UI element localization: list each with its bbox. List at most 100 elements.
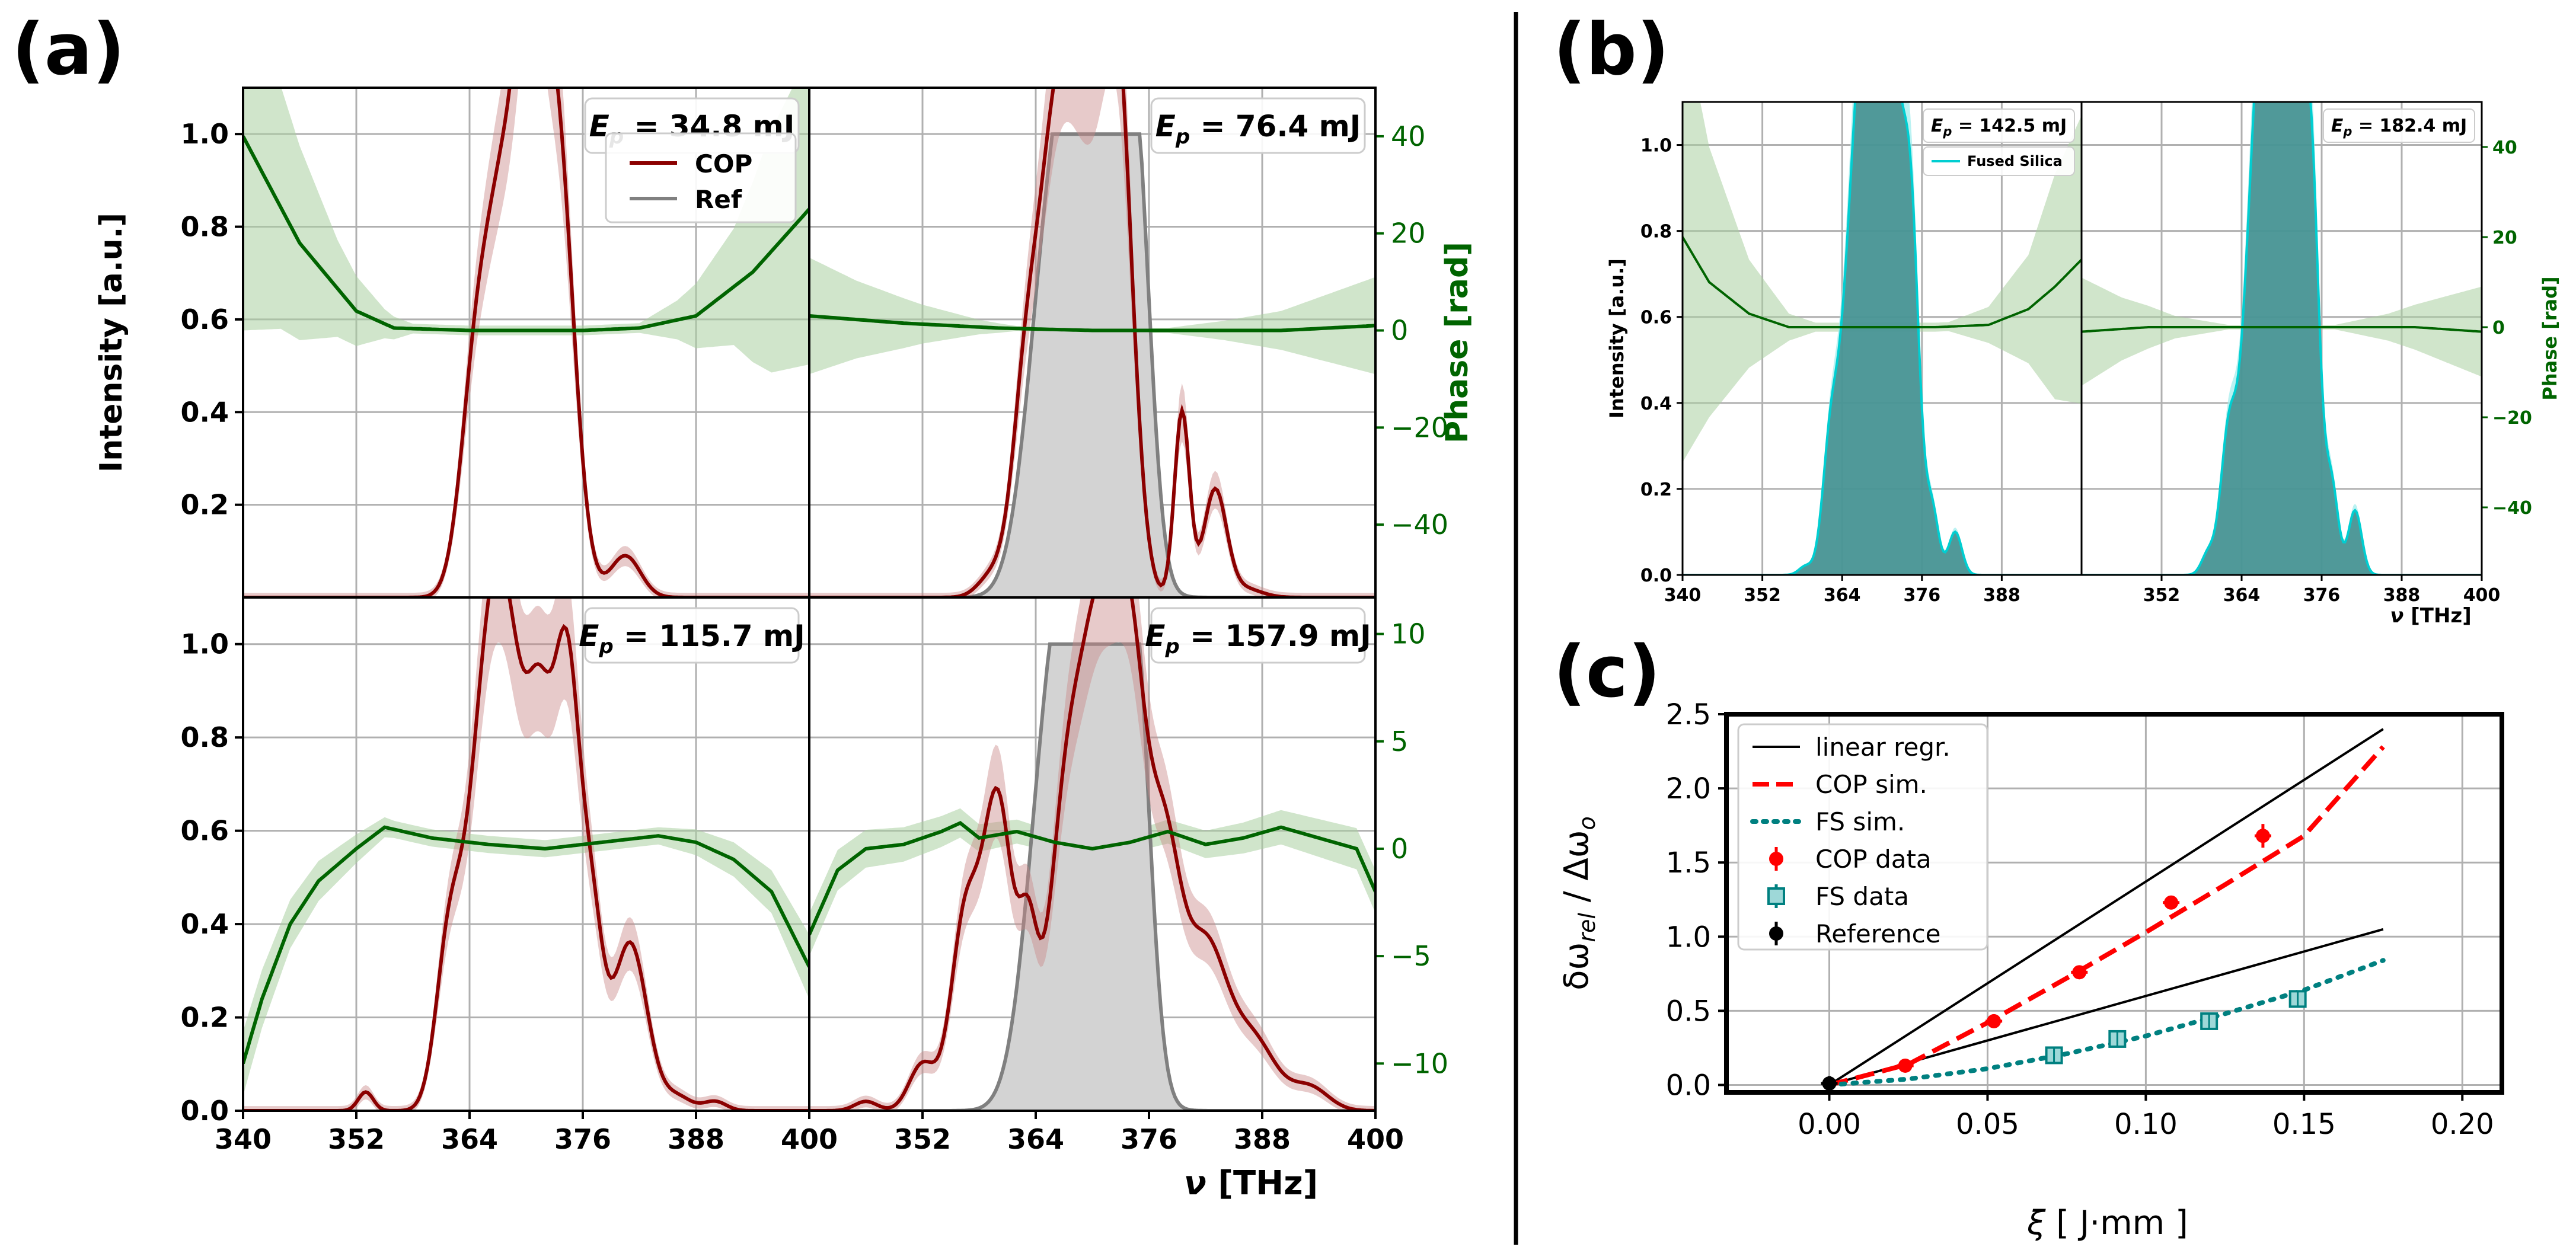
legend-label: FS sim. xyxy=(1815,807,1905,836)
legend-label: COP xyxy=(695,149,752,178)
y-tick-label: 0.2 xyxy=(181,1002,229,1034)
y-tick-label: 0.8 xyxy=(1640,222,1672,242)
phase-tick-label: 5 xyxy=(1391,725,1408,757)
x-tick-label: 340 xyxy=(1664,585,1702,606)
x-tick-label: 364 xyxy=(1007,1123,1064,1155)
energy-label-box xyxy=(2323,108,2475,143)
x-tick-label: 0.10 xyxy=(2114,1108,2178,1141)
y-tick-label: 1.0 xyxy=(181,628,229,660)
y-tick-label: 0.5 xyxy=(1666,995,1711,1028)
x-tick-label: 376 xyxy=(2303,585,2341,606)
phase-tick-label: −20 xyxy=(2492,408,2532,429)
phase-line xyxy=(809,314,1375,333)
subplot-frame xyxy=(2080,101,2483,576)
x-tick-label: 352 xyxy=(2143,585,2181,606)
energy-label: Ep = 182.4 mJ xyxy=(2331,116,2467,139)
phase-line xyxy=(243,825,809,1065)
y-tick-label: 2.0 xyxy=(1666,772,1711,806)
subplot-b-2: Ep = 182.4 mJ 352 364 376 388 400 40 20 0 −20 −40 xyxy=(2080,101,2532,606)
legend-label: Fused Silica xyxy=(1967,153,2063,170)
plot-area xyxy=(243,88,809,597)
y-tick-label: 2.5 xyxy=(1666,698,1711,731)
plot-frame xyxy=(1724,712,2504,1095)
phase-line xyxy=(2082,326,2482,333)
phase-uncertainty-band xyxy=(243,817,809,1096)
panel-a-label: (a) xyxy=(12,9,125,91)
energy-label-box xyxy=(1150,607,1366,664)
subplot-a-2: Ep = 76.4 mJ 40 20 0 −20 −40 xyxy=(808,87,1448,599)
chart-panel-a: Ep = 34.8 mJ0.20.40.60.81.0Ep = 76.4 mJ4… xyxy=(94,87,1475,1203)
x-tick-label: 388 xyxy=(1983,585,2020,606)
x-tick-label: 400 xyxy=(781,1123,838,1155)
y-tick-label: 0.4 xyxy=(1640,394,1672,414)
cop-line xyxy=(809,597,1375,1111)
x-tick-label: 376 xyxy=(1903,585,1940,606)
legend-box xyxy=(1923,146,2075,176)
legend-label: linear regr. xyxy=(1815,733,1951,762)
y-axis-title: Intensity [a.u.] xyxy=(94,213,129,472)
marker xyxy=(1822,1076,1837,1091)
cop-data-point xyxy=(2163,895,2180,910)
legend-c: linear regr. COP sim. FS sim. COP data FS da… xyxy=(1737,723,1988,951)
cop-data-point xyxy=(1897,1058,1914,1073)
chart-panel-c: 0.00 0.05 0.10 0.15 0.20 0.0 0.5 1.0 1.5 2.0 2.5 li… xyxy=(1557,698,2504,1242)
marker xyxy=(2072,965,2087,980)
subplot-a-1: Ep = 34.8 mJ0.20.40.60.81.0 xyxy=(181,87,810,599)
x-tick-label: 388 xyxy=(2383,585,2421,606)
y-tick-label: 1.0 xyxy=(181,118,229,150)
x-tick-label: 0.20 xyxy=(2431,1108,2494,1141)
y-tick-label: 0.6 xyxy=(181,303,229,335)
plot-area xyxy=(809,88,1375,597)
phase-tick-label: 40 xyxy=(1391,120,1426,152)
y-tick-label: 0.2 xyxy=(181,489,229,521)
phase-tick-label: 0 xyxy=(1391,833,1408,865)
cop-data-point xyxy=(2254,824,2271,848)
x-tick-label: 0.00 xyxy=(1798,1108,1861,1141)
swatch-marker xyxy=(1769,926,1783,941)
phase-tick-label: −10 xyxy=(1391,1047,1448,1079)
plot-area xyxy=(243,597,809,1111)
y-axis-title: Intensity [a.u.] xyxy=(1605,258,1628,418)
cop-data-point xyxy=(2071,965,2088,980)
x-tick-label: 388 xyxy=(668,1123,724,1155)
x-axis-title: ν [THz] xyxy=(1184,1164,1319,1203)
y-tick-label: 0.6 xyxy=(181,815,229,847)
phase-tick-label: 0 xyxy=(2492,318,2505,338)
legend-box xyxy=(1737,723,1988,951)
energy-label-box xyxy=(1150,97,1366,154)
legend-swatch-reference xyxy=(1769,922,1783,945)
phase-tick-label: −40 xyxy=(2492,498,2532,519)
x-tick-label: 388 xyxy=(1234,1123,1291,1155)
x-tick-label: 0.05 xyxy=(1956,1108,2019,1141)
fs-data-point xyxy=(2045,1046,2063,1065)
y-axis-title: δωrel / Δωo xyxy=(1557,816,1600,990)
legend-label: Ref xyxy=(695,185,742,214)
phase-tick-label: 40 xyxy=(2492,138,2517,158)
energy-label: Ep = 142.5 mJ xyxy=(1931,116,2067,139)
phase-line xyxy=(243,135,809,333)
y-tick-label: 0.8 xyxy=(181,721,229,753)
x-tick-label: 376 xyxy=(1121,1123,1177,1155)
fs-sim-line xyxy=(1827,958,2386,1088)
y-tick-label: 0.2 xyxy=(1640,480,1672,500)
x-tick-label: 340 xyxy=(215,1123,272,1155)
y-tick-label: 0.4 xyxy=(181,908,229,940)
legend-label: Reference xyxy=(1815,919,1941,948)
legend-swatch-fs-data xyxy=(1767,884,1785,908)
phase-uncertainty-band xyxy=(243,88,809,373)
panel-c-label: (c) xyxy=(1553,631,1661,714)
linear-regression-line-1 xyxy=(1828,728,2384,1086)
y-tick-label: 0.0 xyxy=(1640,565,1672,586)
phase-line xyxy=(809,821,1375,936)
legend-b: Fused Silica xyxy=(1923,146,2075,176)
x-tick-label: 352 xyxy=(328,1123,385,1155)
phase-line xyxy=(1683,236,2082,328)
x-tick-label: 364 xyxy=(2223,585,2261,606)
y-tick-label: 1.0 xyxy=(1666,920,1711,954)
y-tick-label: 0.8 xyxy=(181,211,229,243)
marker xyxy=(2164,895,2179,910)
y2-axis-title: Phase [rad] xyxy=(2539,276,2561,400)
fs-data-point xyxy=(2108,1030,2127,1048)
x-axis-title: ν [THz] xyxy=(2390,604,2472,628)
